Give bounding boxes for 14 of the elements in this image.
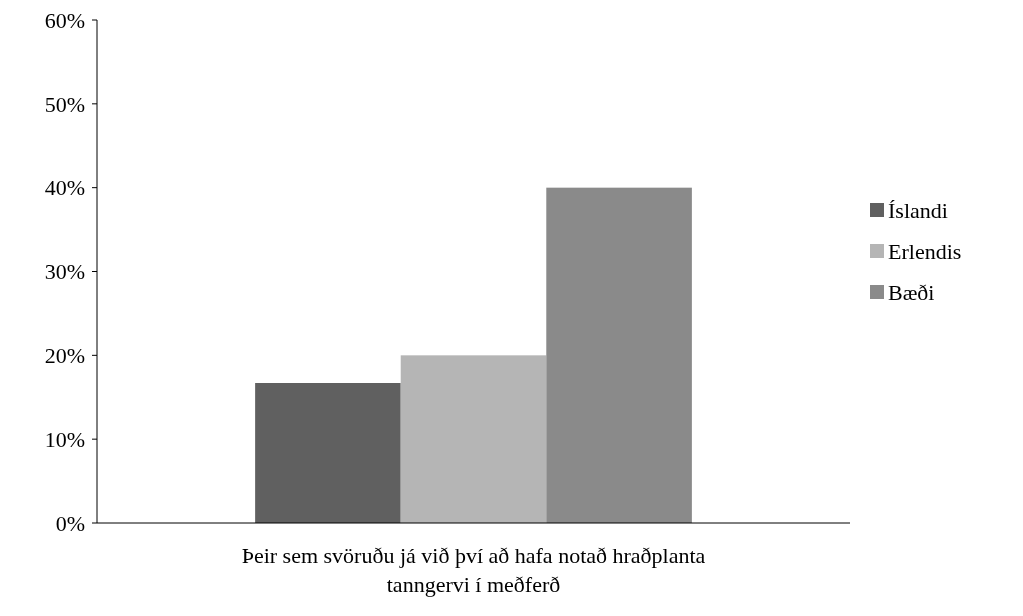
legend-label: Erlendis bbox=[888, 238, 962, 264]
bar bbox=[255, 383, 401, 523]
y-tick-label: 50% bbox=[44, 91, 85, 117]
bar bbox=[400, 355, 547, 523]
bar bbox=[546, 187, 692, 523]
y-tick-label: 10% bbox=[44, 426, 85, 452]
legend-label: Íslandi bbox=[888, 197, 948, 223]
x-tick-label: Þeir sem svöruðu já við því að hafa notað hraðplanta tanngervi í meðferð bbox=[241, 543, 706, 597]
y-tick-label: 40% bbox=[44, 175, 85, 201]
y-tick-label: 0% bbox=[55, 510, 85, 536]
legend-label: Bæði bbox=[888, 279, 935, 305]
y-tick-label: 20% bbox=[44, 343, 85, 369]
y-tick-label: 60% bbox=[44, 7, 85, 33]
y-tick-label: 30% bbox=[44, 259, 85, 285]
